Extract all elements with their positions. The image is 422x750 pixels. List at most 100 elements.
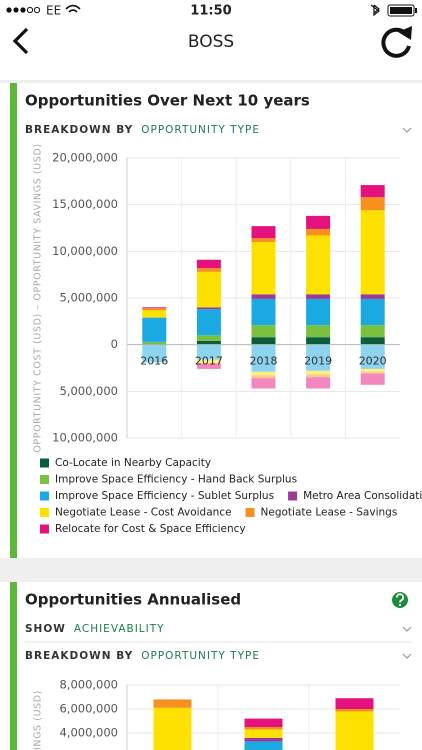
- refresh-button[interactable]: [381, 26, 412, 58]
- bar-segment: [335, 709, 374, 712]
- bar-segment: [360, 298, 385, 326]
- bar-segment: [142, 310, 167, 318]
- filter-value: ACHIEVABILITY: [74, 623, 165, 635]
- legend-swatch: [288, 491, 298, 501]
- legend-swatch: [40, 524, 49, 534]
- bar-segment: [306, 298, 331, 326]
- bar-segment: [244, 729, 283, 738]
- bar-segment: [251, 242, 276, 295]
- card-gap: [0, 558, 422, 582]
- y-tick-label: 4,000,000: [59, 726, 118, 740]
- clock: 11:50: [190, 4, 231, 19]
- bar-segment: [335, 711, 374, 750]
- bar-segment: [251, 238, 276, 242]
- bar-segment: [306, 228, 331, 236]
- help-button[interactable]: [392, 592, 408, 608]
- cost-segment: [360, 344, 385, 369]
- bar-segment: [251, 226, 276, 239]
- bar-segment: [360, 325, 385, 338]
- y-tick-label: 20,000,000: [52, 151, 118, 165]
- legend-swatch: [40, 508, 49, 517]
- filter-label: BREAKDOWN BY: [25, 124, 133, 136]
- nav-shadow: [0, 80, 422, 83]
- bar-segment: [153, 707, 192, 750]
- y-tick-label: 5,000,000: [59, 291, 118, 305]
- bar-segment: [142, 308, 167, 311]
- bar-segment: [360, 197, 385, 211]
- bar-segment: [306, 215, 331, 229]
- bar-segment: [251, 325, 276, 338]
- legend-label: Metro Area Consolidation: [303, 490, 422, 502]
- filter-dropdown[interactable]: [402, 626, 412, 632]
- bar-segment: [153, 699, 192, 708]
- legend-swatch: [40, 458, 49, 468]
- card-title: Opportunities Over Next 10 years: [25, 92, 310, 110]
- bar-segment: [335, 698, 374, 709]
- bar-segment: [196, 335, 221, 341]
- cost-segment: [251, 371, 276, 376]
- bar-segment: [244, 727, 283, 730]
- y-axis-label: SAVINGS (USD): [33, 690, 44, 750]
- cost-segment: [196, 363, 221, 369]
- bar-segment: [251, 298, 276, 326]
- cost-segment: [360, 373, 385, 385]
- legend-swatch: [40, 475, 49, 484]
- bar-segment: [244, 741, 283, 750]
- nav-title: BOSS: [188, 32, 234, 52]
- bar-segment: [360, 210, 385, 295]
- y-tick-label: 8,000,000: [59, 678, 118, 692]
- bluetooth-icon: [370, 4, 380, 17]
- y-tick-label: 10,000,000: [52, 244, 118, 258]
- cost-segment: [306, 344, 331, 371]
- cost-segment: [142, 344, 167, 363]
- bar-segment: [306, 325, 331, 338]
- filter-dropdown[interactable]: [402, 127, 412, 133]
- bar-segment: [244, 737, 283, 742]
- back-button[interactable]: [12, 27, 29, 55]
- bar-segment: [196, 309, 221, 336]
- wifi-icon: [65, 4, 81, 13]
- legend-label: Negotiate Lease - Cost Avoidance: [55, 507, 232, 519]
- x-tick-label: 2020: [359, 355, 387, 368]
- cost-segment: [360, 368, 385, 372]
- bar-segment: [306, 294, 331, 299]
- bar-segment: [142, 317, 167, 342]
- cost-segment: [196, 344, 221, 360]
- legend-label: Improve Space Efficiency - Hand Back Sur…: [55, 474, 297, 486]
- bar-segment: [196, 307, 221, 310]
- cost-segment: [251, 375, 276, 379]
- cost-segment: [251, 344, 276, 372]
- bar-segment: [244, 718, 283, 727]
- y-tick-label: 15,000,000: [52, 197, 118, 211]
- filter-label: SHOW: [25, 623, 66, 635]
- cost-segment: [251, 378, 276, 389]
- filter-value: OPPORTUNITY TYPE: [141, 650, 260, 662]
- bar-segment: [142, 341, 167, 344]
- bar-segment: [360, 185, 385, 198]
- bar-segment: [196, 259, 221, 269]
- bar-segment: [196, 268, 221, 272]
- signal: [6, 6, 41, 14]
- filter-dropdown[interactable]: [402, 653, 412, 659]
- card-accent: [10, 582, 17, 750]
- x-tick-label: 2017: [195, 355, 223, 368]
- cost-segment: [360, 371, 385, 374]
- filter-value: OPPORTUNITY TYPE: [141, 124, 260, 136]
- card-title: Opportunities Annualised: [25, 591, 241, 609]
- bar-segment: [251, 337, 276, 345]
- y-tick-label: 0: [111, 337, 118, 351]
- bar-segment: [196, 340, 221, 345]
- x-tick-label: 2018: [250, 355, 278, 368]
- y-axis-label: OPPORTUNITY COST (USD) – OPPORTUNITY SAV…: [33, 143, 44, 452]
- cost-segment: [306, 374, 331, 378]
- cost-segment: [306, 377, 331, 389]
- x-tick-label: 2019: [304, 355, 332, 368]
- cost-segment: [306, 370, 331, 375]
- legend-swatch: [245, 508, 255, 517]
- battery: [387, 4, 417, 17]
- y-tick-label: 10,000,000: [52, 431, 118, 445]
- card-accent: [10, 83, 17, 558]
